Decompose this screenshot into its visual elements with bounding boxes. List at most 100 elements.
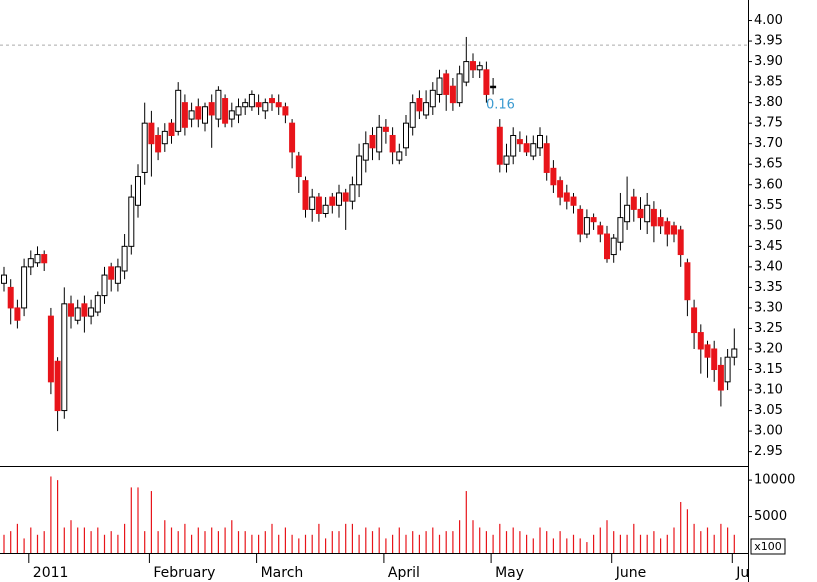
candle-body [711, 348, 718, 371]
candle-body [610, 237, 617, 256]
y-tick-label: 3.55 [754, 198, 783, 213]
x-tick-label: 2011 [33, 565, 69, 581]
candle-body [168, 122, 175, 136]
y-tick-label: 3.70 [754, 136, 783, 151]
candle-body [309, 196, 316, 210]
candle-body [530, 143, 537, 157]
y-tick-label: 3.20 [754, 341, 783, 356]
y-tick-label: 3.30 [754, 300, 783, 315]
candle-body [443, 73, 450, 95]
candle-body [101, 274, 108, 297]
candle-body [510, 134, 517, 157]
candle-body [282, 106, 289, 116]
x-tick-label: March [261, 565, 304, 581]
candle-body [135, 176, 141, 206]
y-tick-label: 3.95 [754, 34, 783, 49]
candle-body [195, 106, 202, 120]
y-tick-label: 3.90 [754, 54, 783, 69]
candle-body [456, 73, 463, 104]
x-tick-label: June [615, 565, 647, 581]
candle-body [436, 77, 443, 95]
candle-body [7, 286, 14, 309]
candle-body [650, 208, 657, 227]
candle-body [114, 266, 121, 284]
volume-unit: x100 [754, 540, 782, 553]
candle-body [155, 134, 162, 153]
y-tick-label: 3.25 [754, 321, 783, 336]
y-tick-label: 3.10 [754, 383, 783, 398]
annotation: 0.16 [486, 98, 515, 113]
candle-body [429, 89, 436, 108]
candle-body [242, 102, 249, 108]
y-tick-label: 2.95 [754, 444, 783, 459]
y-tick-label: 3.80 [754, 95, 783, 110]
candle-body [382, 126, 389, 132]
candle-body [376, 126, 383, 153]
candle-body [476, 65, 483, 71]
volume-tick-label: 10000 [754, 473, 795, 488]
y-tick-label: 3.00 [754, 424, 783, 439]
candle-body [322, 204, 329, 214]
candle-body [470, 61, 476, 71]
candle-body [349, 184, 356, 202]
candle-body [731, 348, 738, 358]
candle-body [27, 258, 34, 268]
x-tick-label: Ju [735, 565, 749, 581]
candle-body [691, 307, 698, 334]
candle-body [403, 122, 409, 149]
candle-body [342, 192, 349, 202]
candle-body [617, 217, 624, 243]
y-tick-label: 3.50 [754, 218, 783, 233]
y-tick-label: 3.85 [754, 75, 783, 90]
candle-body [255, 102, 262, 108]
candle-body [637, 208, 644, 219]
candle-body [409, 102, 416, 128]
candle-body [41, 254, 48, 264]
candle-body [389, 134, 396, 153]
candle-body [188, 110, 195, 120]
candle-body [516, 139, 523, 145]
candle-body [235, 106, 242, 116]
candle-body [175, 89, 182, 132]
candle-body [248, 93, 255, 108]
candle-body [684, 262, 691, 301]
candle-body [61, 303, 68, 412]
candle-body [677, 229, 684, 256]
candle-body [697, 332, 704, 350]
y-tick-label: 3.15 [754, 362, 783, 377]
candle-body [583, 217, 590, 235]
candle-body [202, 106, 208, 124]
candle-body [262, 102, 269, 112]
candle-body [463, 61, 470, 83]
candle-body [503, 155, 510, 165]
candle-body [275, 102, 282, 108]
x-tick-label: February [153, 565, 215, 581]
candle-body [222, 98, 229, 124]
y-tick-label: 3.40 [754, 259, 783, 274]
candle-body [121, 245, 128, 272]
candle-body [570, 196, 577, 206]
candle-body [369, 134, 376, 149]
candle-body [416, 98, 423, 112]
candle-body [704, 344, 711, 358]
candle-body [161, 130, 168, 145]
candle-body [74, 307, 81, 321]
candle-body [228, 110, 235, 120]
candle-body [423, 102, 430, 116]
candle-body [597, 225, 604, 235]
candle-body [523, 143, 530, 153]
candle-body [590, 217, 597, 223]
candle-body [68, 303, 74, 317]
candle-body [604, 233, 610, 260]
volume-tick-label: 5000 [754, 509, 787, 524]
candle-body [329, 196, 336, 206]
candle-body [302, 180, 309, 210]
candle-body [94, 295, 101, 313]
candle-body [356, 155, 363, 186]
candle-body [81, 303, 88, 317]
candle-body [148, 122, 155, 145]
candle-body [108, 266, 115, 280]
candle-body [717, 364, 724, 391]
y-tick-label: 4.00 [754, 13, 783, 28]
